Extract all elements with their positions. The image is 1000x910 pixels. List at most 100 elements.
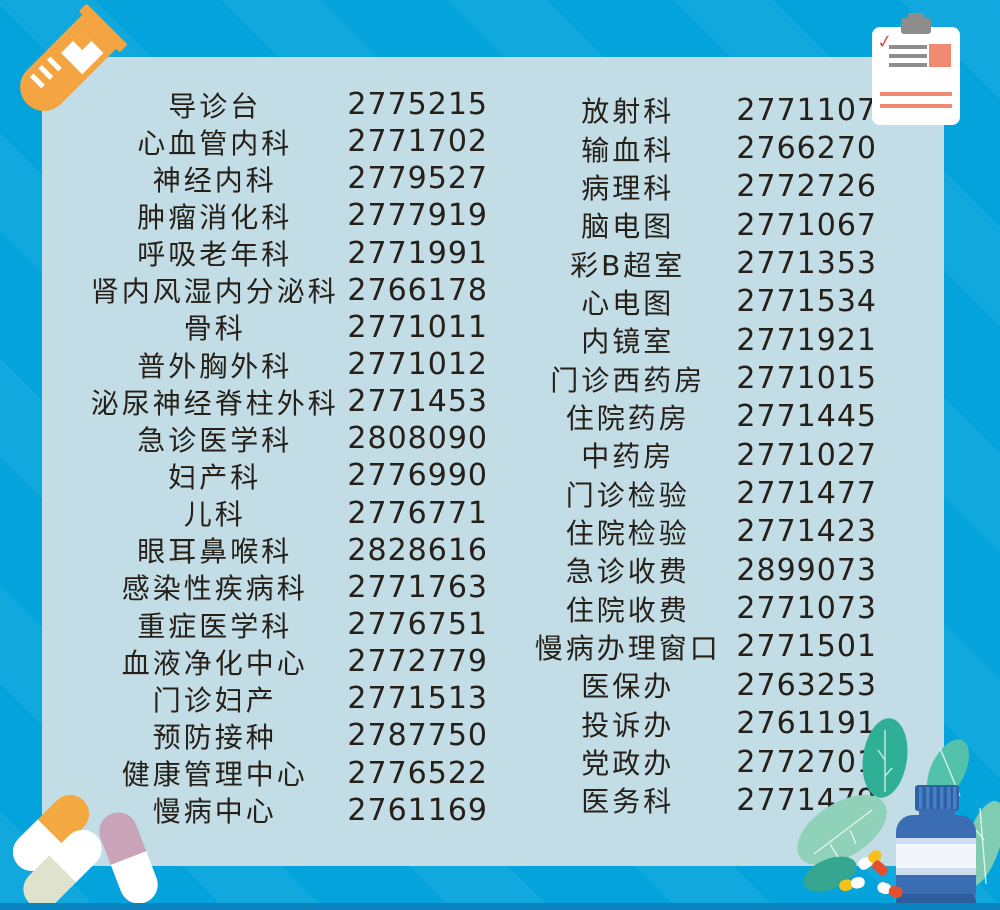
department-name: 内镜室 [581, 325, 675, 359]
department-name: 门诊西药房 [550, 363, 706, 397]
department-name: 预防接种 [152, 720, 277, 754]
department-name: 神经内科 [152, 163, 277, 197]
department-name: 医保办 [581, 670, 675, 704]
phone-number: 2771453 [347, 384, 488, 420]
clipboard-text-line [889, 45, 927, 49]
directory-row: 血液净化中心 2772779 [88, 643, 488, 680]
clipboard-icon: ✓ [872, 18, 960, 125]
department-name: 急诊医学科 [137, 423, 293, 457]
directory-row: 门诊检验 2771477 [525, 474, 877, 512]
clipboard-accent-line [880, 92, 952, 96]
directory-row: 住院收费 2771073 [525, 589, 877, 627]
directory-row: 病理科 2772726 [525, 168, 877, 206]
department-name: 脑电图 [581, 210, 675, 244]
department-name: 肾内风湿内分泌科 [90, 275, 339, 309]
directory-row: 呼吸老年科 2771991 [88, 235, 488, 272]
department-name: 骨科 [183, 312, 246, 346]
directory-row: 泌尿神经脊柱外科 2771453 [88, 383, 488, 420]
directory-row: 医保办 2763253 [525, 666, 877, 704]
directory-row: 党政办 2772701 [525, 743, 877, 781]
phone-number: 2763253 [736, 667, 877, 703]
department-name: 心血管内科 [137, 126, 293, 160]
department-name: 投诉办 [581, 708, 675, 742]
phone-number: 2772701 [736, 744, 877, 780]
bottom-accent-strip [0, 903, 1000, 910]
directory-left-column: 导诊台 2775215 心血管内科 2771702 神经内科 2779527 肿瘤消化科 27… [88, 86, 488, 829]
directory-row: 导诊台 2775215 [88, 86, 488, 123]
department-name: 眼耳鼻喉科 [137, 535, 293, 569]
phone-number: 2787750 [347, 718, 488, 754]
test-tube-mark [47, 56, 62, 72]
phone-number: 2772726 [736, 169, 877, 205]
directory-row: 急诊医学科 2808090 [88, 420, 488, 457]
phone-number: 2771501 [736, 629, 877, 665]
department-name: 慢病中心 [152, 795, 277, 829]
directory-row: 门诊西药房 2771015 [525, 359, 877, 397]
department-name: 住院药房 [565, 401, 690, 435]
phone-number: 2771477 [736, 476, 877, 512]
phone-number: 2776990 [347, 458, 488, 494]
phone-number: 2775215 [347, 87, 488, 123]
directory-row: 门诊妇产 2771513 [88, 680, 488, 717]
department-name: 党政办 [581, 747, 675, 781]
phone-number: 2776522 [347, 755, 488, 791]
directory-row: 放射科 2771107 [525, 91, 877, 129]
directory-row: 彩B超室 2771353 [525, 244, 877, 282]
directory-row: 心电图 2771534 [525, 283, 877, 321]
department-name: 肿瘤消化科 [137, 201, 293, 234]
directory-row: 住院检验 2771423 [525, 513, 877, 551]
directory-panel [42, 57, 944, 866]
phone-number: 2771991 [347, 235, 488, 271]
department-name: 健康管理中心 [121, 758, 308, 792]
directory-row: 慢病中心 2761169 [88, 792, 488, 829]
department-name: 放射科 [581, 95, 675, 129]
directory-row: 普外胸外科 2771012 [88, 346, 488, 383]
department-name: 慢病办理窗口 [534, 631, 721, 665]
department-name: 门诊妇产 [152, 683, 277, 717]
phone-number: 2766270 [736, 131, 877, 167]
clipboard-text-line [889, 63, 927, 67]
directory-row: 神经内科 2779527 [88, 160, 488, 197]
phone-number: 2771423 [736, 514, 877, 550]
department-name: 血液净化中心 [121, 646, 308, 680]
phone-number: 2776771 [347, 495, 488, 531]
directory-row: 慢病办理窗口 2771501 [525, 628, 877, 666]
department-name: 急诊收费 [565, 555, 690, 589]
department-name: 中药房 [581, 440, 675, 474]
phone-number: 2771921 [736, 322, 877, 358]
department-name: 心电图 [581, 286, 675, 320]
directory-row: 内镜室 2771921 [525, 321, 877, 359]
directory-row: 儿科 2776771 [88, 495, 488, 532]
directory-right-column: 放射科 2771107 输血科 2766270 病理科 2772726 脑电图 2771067… [525, 91, 877, 820]
clipboard-clip [901, 18, 931, 34]
phone-number: 2766178 [347, 272, 488, 308]
department-name: 泌尿神经脊柱外科 [90, 386, 339, 420]
department-name: 输血科 [581, 133, 675, 167]
department-name: 普外胸外科 [137, 349, 293, 383]
directory-row: 投诉办 2761191 [525, 705, 877, 743]
department-name: 重症医学科 [137, 609, 293, 643]
directory-row: 健康管理中心 2776522 [88, 755, 488, 792]
phone-number: 2771067 [736, 207, 877, 243]
phone-number: 2771353 [736, 246, 877, 282]
directory-row: 妇产科 2776990 [88, 457, 488, 494]
test-tube-mark [38, 65, 54, 80]
phone-number: 2899073 [736, 552, 877, 588]
phone-number: 2771012 [347, 347, 488, 383]
pills-icon [839, 850, 903, 898]
phone-number: 2771445 [736, 399, 877, 435]
phone-number: 2771073 [736, 591, 877, 627]
directory-row: 肾内风湿内分泌科 2766178 [88, 272, 488, 309]
department-name: 儿科 [183, 498, 246, 532]
phone-number: 2808090 [347, 421, 488, 457]
directory-row: 心血管内科 2771702 [88, 123, 488, 160]
clipboard-photo-box [929, 44, 951, 67]
phone-number: 2771702 [347, 124, 488, 160]
medicine-bottle-icon [797, 718, 1000, 908]
phone-number: 2771027 [736, 437, 877, 473]
department-name: 医务科 [581, 785, 675, 819]
department-name: 住院收费 [565, 593, 690, 627]
department-name: 彩B超室 [570, 248, 686, 282]
clipboard-text-line [889, 54, 927, 58]
